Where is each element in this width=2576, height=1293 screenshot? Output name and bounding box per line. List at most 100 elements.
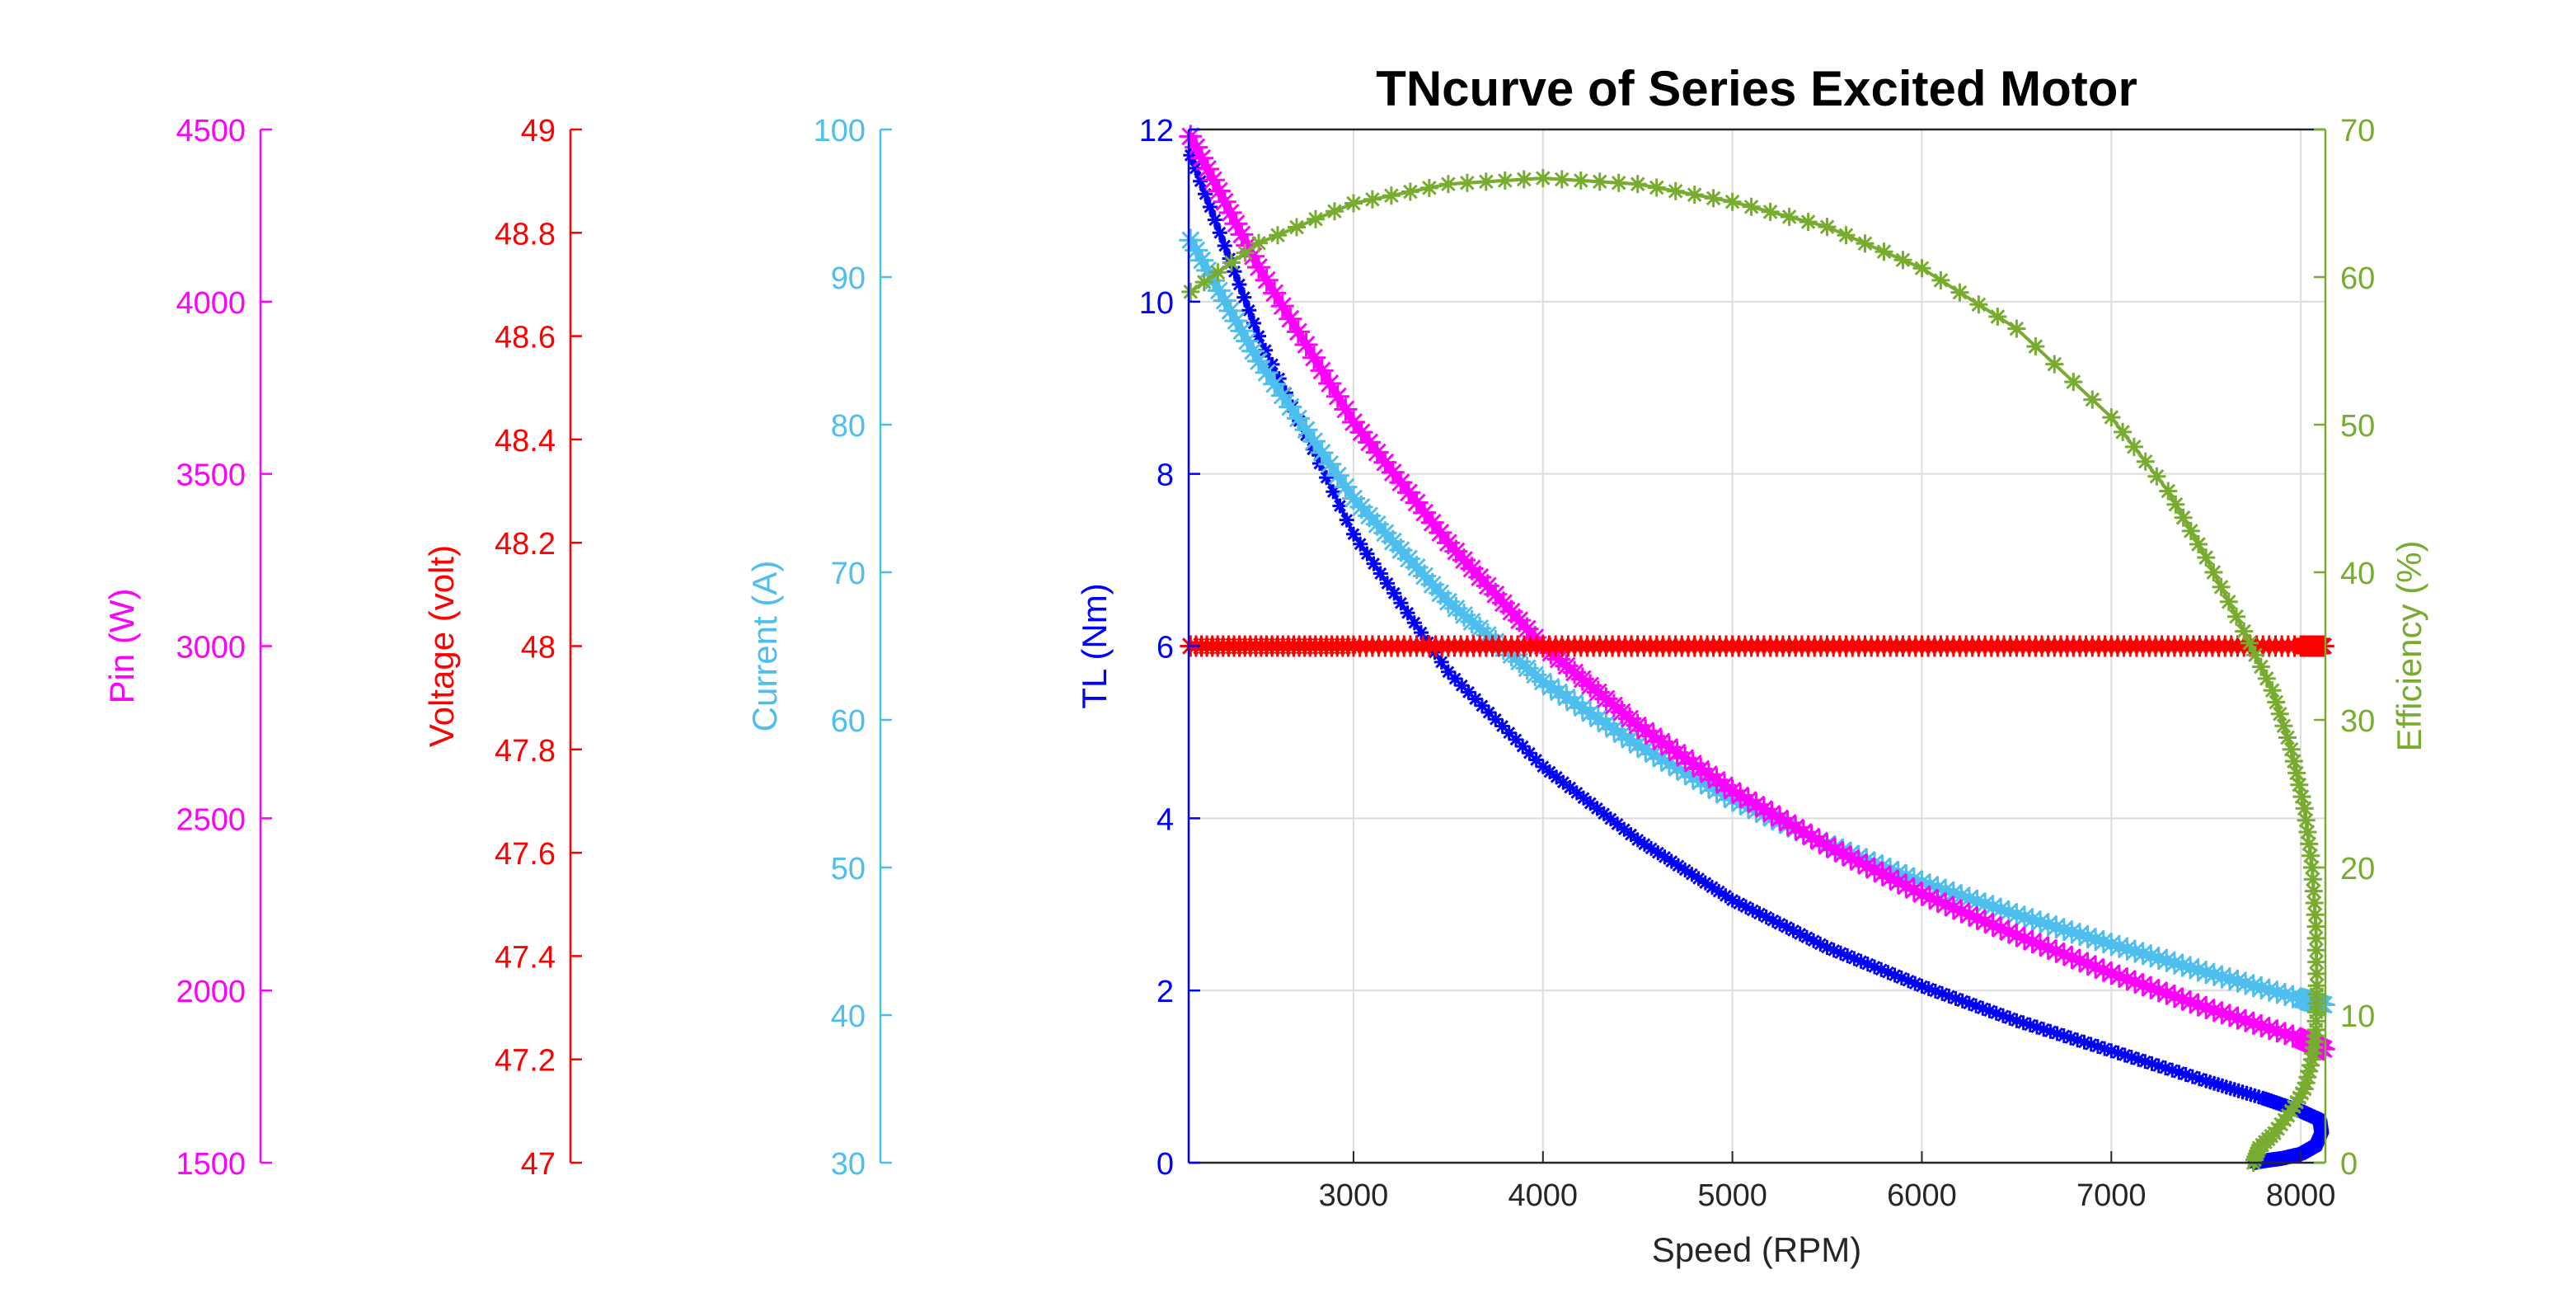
data-point	[1825, 946, 1829, 949]
data-point	[1635, 182, 1640, 186]
series-layer	[1179, 125, 2335, 1172]
y-tick-label: 100	[814, 114, 866, 148]
series-eff	[1181, 169, 2326, 1172]
y-axis-pin: 1500 2000 2500 3000 3500 4000 4500 Pin (W)	[102, 114, 272, 1182]
data-point	[2166, 489, 2170, 493]
x-axis-label: Speed (RPM)	[1652, 1230, 1861, 1269]
y-tick-label: 10	[1139, 286, 1174, 321]
y-tick-label: 4000	[176, 286, 246, 321]
x-tick-label: 7000	[2076, 1178, 2147, 1213]
y-tick-label: 90	[831, 261, 866, 296]
y-axis-label-pin: Pin (W)	[102, 589, 141, 704]
chart-title: TNcurve of Series Excited Motor	[1376, 61, 2137, 116]
data-point	[2320, 1131, 2324, 1135]
y-tick-label: 70	[2340, 114, 2375, 148]
data-point	[2204, 1079, 2208, 1083]
data-point	[1189, 238, 1193, 242]
data-point	[2272, 1131, 2276, 1135]
y-tick-label: 3500	[176, 458, 246, 493]
y-axis-label-eff: Efficiency (%)	[2390, 541, 2428, 752]
y-tick-label: 48	[521, 631, 556, 665]
x-tick-label: 3000	[1319, 1178, 1389, 1213]
data-point	[1257, 266, 1260, 270]
data-point	[1920, 644, 1924, 648]
data-point	[2299, 644, 2303, 648]
y-axis-cur: 30 40 50 60 70 80 90 100 Current (A)	[745, 114, 892, 1182]
data-point	[2261, 1096, 2265, 1100]
data-point	[1352, 421, 1355, 424]
data-point	[2310, 866, 2314, 869]
y-tick-label: 47	[521, 1147, 556, 1182]
y-tick-label: 40	[831, 999, 866, 1034]
y-tick-label: 49	[521, 114, 556, 148]
data-point	[1920, 984, 1924, 988]
y-tick-label: 47.6	[495, 837, 556, 872]
data-point	[2257, 1146, 2261, 1150]
data-point	[1635, 838, 1640, 842]
data-point	[1541, 176, 1545, 181]
y-tick-label: 48.8	[495, 217, 556, 252]
data-point	[1541, 644, 1545, 648]
data-point	[2302, 806, 2306, 811]
y-tick-label: 8	[1157, 458, 1174, 493]
data-point	[1541, 679, 1545, 684]
data-point	[2302, 1087, 2306, 1091]
data-point	[2299, 997, 2303, 1001]
data-point	[1541, 764, 1545, 769]
y-tick-label: 48.6	[495, 321, 556, 355]
data-point	[2299, 1037, 2303, 1041]
y-tick-label: 0	[1157, 1147, 1174, 1182]
y-tick-label: 10	[2340, 999, 2375, 1034]
series-volt	[1180, 635, 2334, 657]
data-point	[1635, 743, 1640, 747]
data-point	[1730, 898, 1734, 902]
y-tick-label: 12	[1139, 114, 1174, 148]
y-tick-label: 30	[831, 1147, 866, 1182]
data-point	[2109, 644, 2114, 648]
y-axis-label-cur: Current (A)	[745, 561, 784, 732]
data-point	[2109, 1049, 2114, 1053]
y-tick-label: 60	[831, 704, 866, 739]
y-tick-label: 80	[831, 409, 866, 444]
data-point	[2315, 984, 2319, 988]
data-point	[1635, 723, 1640, 727]
x-tick-label: 6000	[1887, 1178, 1957, 1213]
y-tick-label: 2500	[176, 802, 246, 837]
data-point	[2289, 747, 2293, 751]
data-point	[2109, 971, 2114, 976]
y-tick-label: 20	[2340, 852, 2375, 886]
data-point	[2109, 416, 2114, 420]
y-axis-tl: 0 2 4 6 8 10 12 TL (Nm)	[1075, 114, 1200, 1182]
data-point	[1730, 644, 1734, 648]
data-point	[2314, 1144, 2318, 1148]
data-point	[2314, 1027, 2318, 1032]
y-axis-label-volt: Voltage (volt)	[422, 545, 461, 747]
data-point	[2280, 1156, 2284, 1160]
y-tick-label: 1500	[176, 1147, 246, 1182]
y-axis-label-tl: TL (Nm)	[1075, 583, 1114, 708]
data-point	[1446, 670, 1450, 674]
data-point	[1352, 644, 1355, 648]
data-point	[2289, 1109, 2293, 1113]
data-point	[2318, 1117, 2322, 1121]
data-point	[2204, 971, 2208, 975]
x-tick-label: 4000	[1509, 1178, 1579, 1213]
data-point	[1920, 892, 1924, 896]
data-point	[1920, 266, 1924, 270]
data-point	[1825, 844, 1829, 848]
y-tick-label: 2000	[176, 975, 246, 1009]
y-tick-label: 4	[1157, 802, 1174, 837]
data-point	[2204, 556, 2208, 560]
data-point	[2270, 689, 2274, 693]
data-point	[1825, 225, 1829, 229]
data-point	[1189, 289, 1193, 294]
x-tick-label: 5000	[1697, 1178, 1767, 1213]
series-pin	[1179, 125, 2335, 1061]
data-point	[2109, 943, 2114, 947]
data-point	[1730, 200, 1734, 204]
data-point	[1730, 788, 1734, 792]
data-point	[1257, 241, 1260, 245]
y-tick-label: 3000	[176, 631, 246, 665]
y-tick-label: 50	[2340, 409, 2375, 444]
